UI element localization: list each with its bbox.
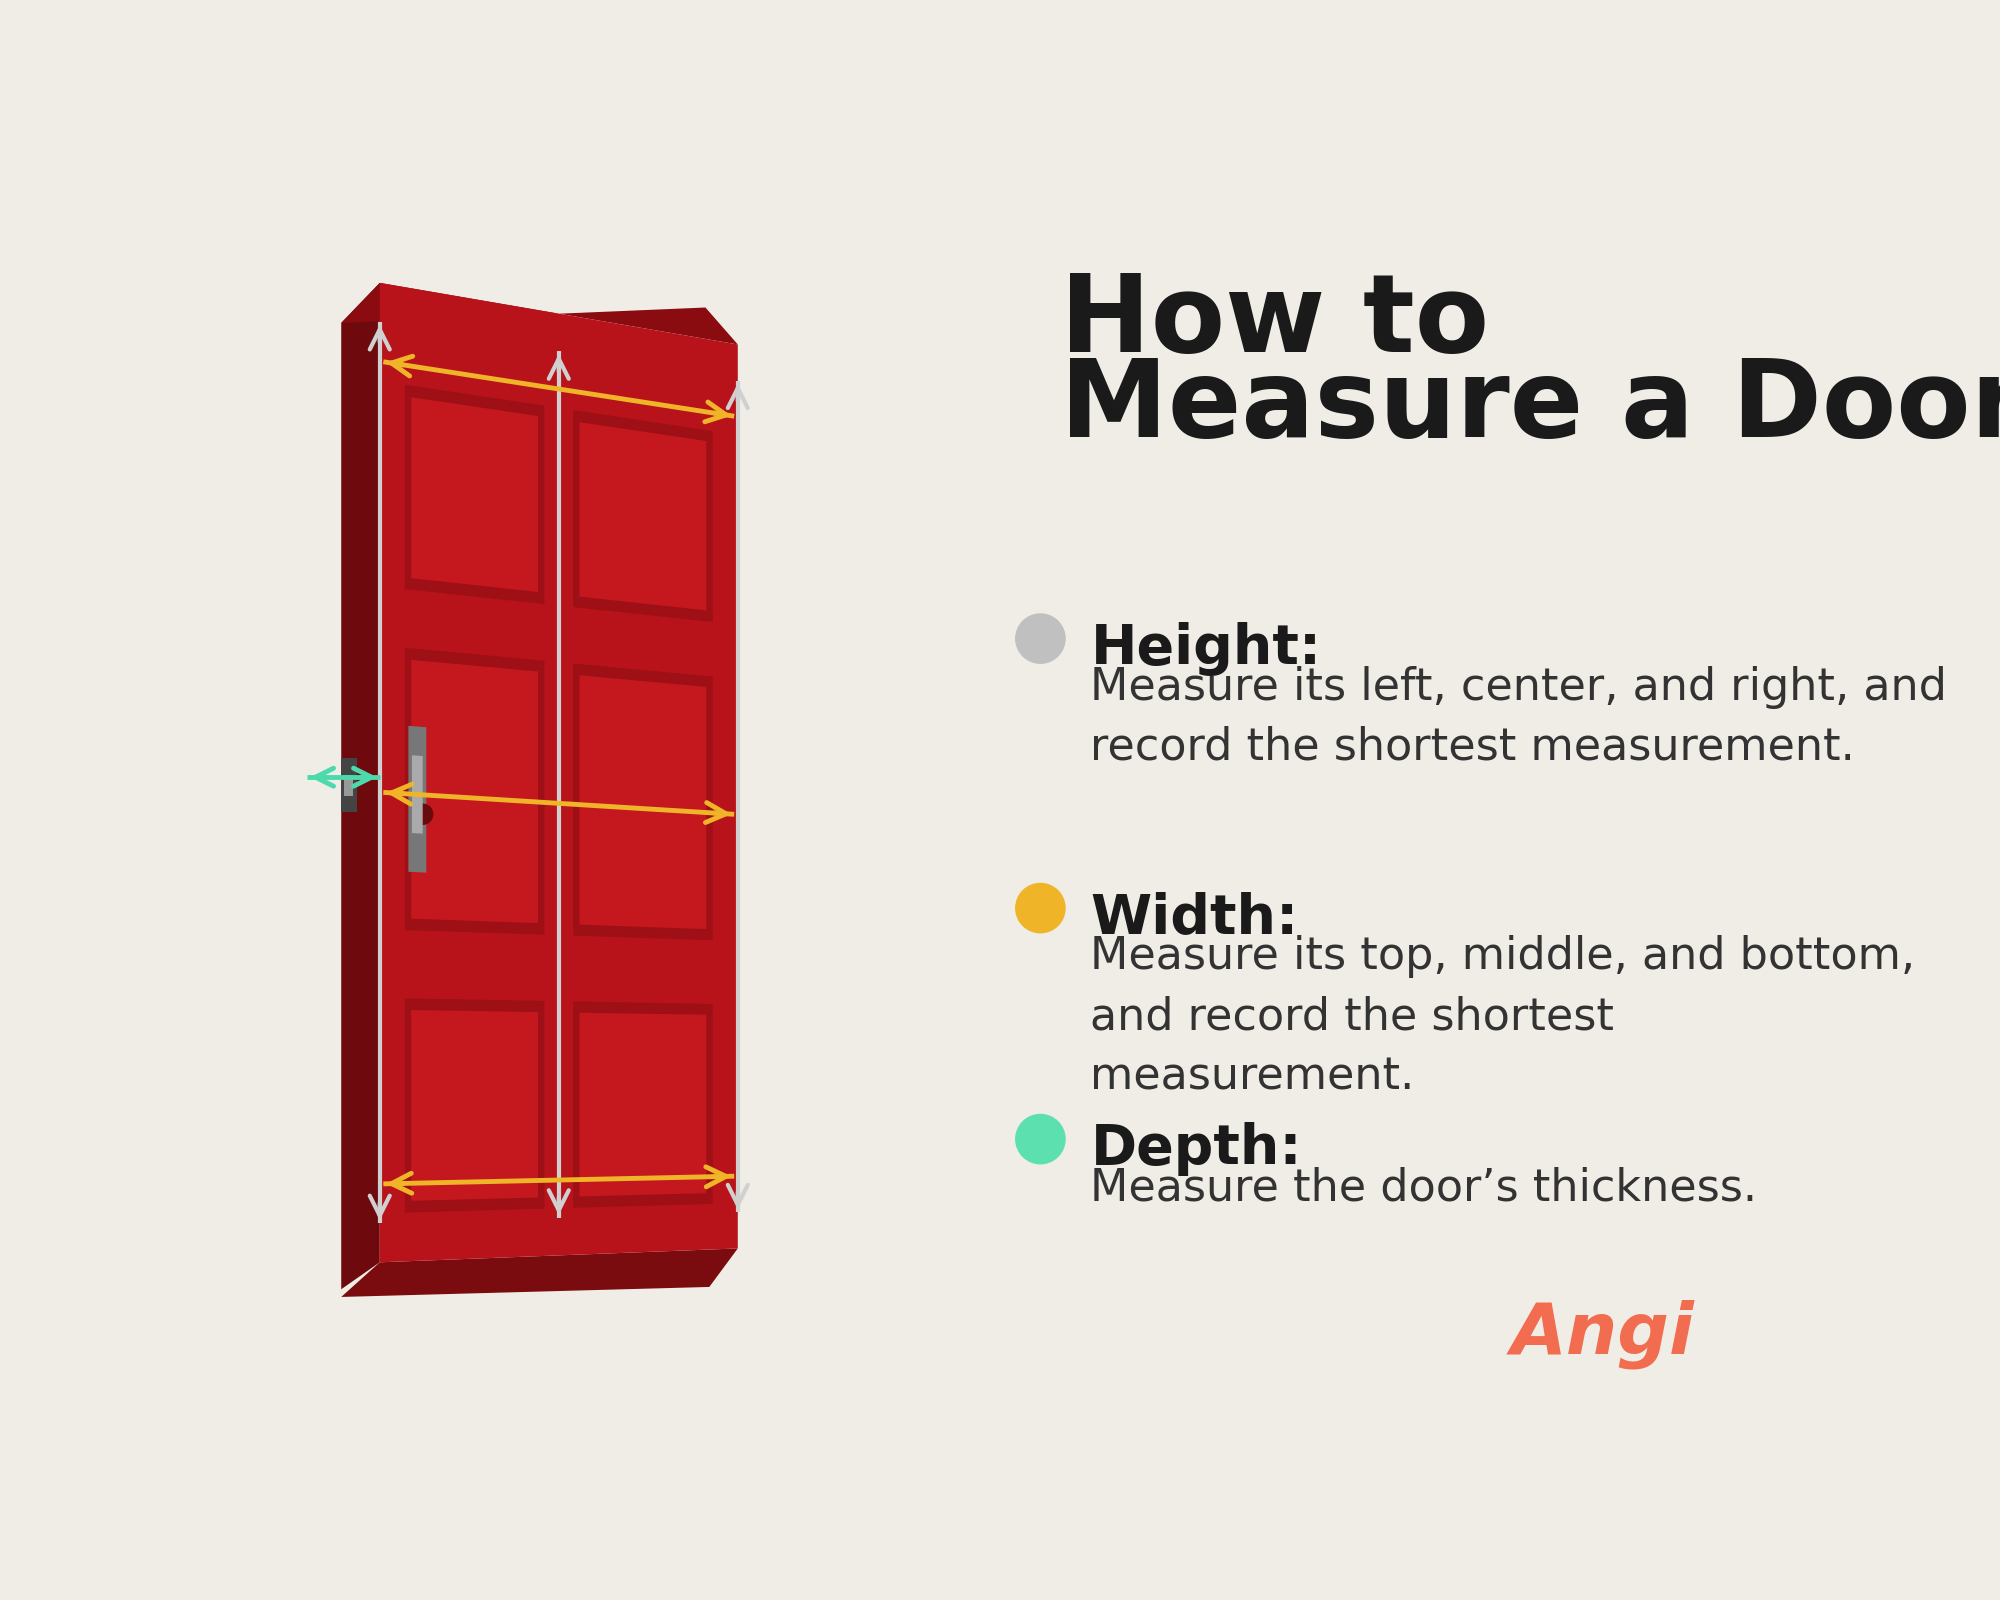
Polygon shape	[574, 1002, 712, 1208]
Polygon shape	[404, 384, 544, 605]
Text: Angi: Angi	[1512, 1299, 1694, 1368]
Polygon shape	[342, 283, 380, 1290]
Bar	[342, 758, 356, 811]
Polygon shape	[404, 998, 544, 1213]
Text: Height:: Height:	[1090, 622, 1322, 675]
Text: Width:: Width:	[1090, 891, 1298, 946]
Text: How to: How to	[1060, 269, 1488, 374]
Text: Measure a Door: Measure a Door	[1060, 354, 2000, 459]
Polygon shape	[574, 410, 712, 622]
Circle shape	[1016, 614, 1066, 664]
Text: Measure the door’s thickness.: Measure the door’s thickness.	[1090, 1166, 1758, 1210]
Polygon shape	[580, 675, 706, 930]
Polygon shape	[404, 648, 544, 934]
Circle shape	[1016, 883, 1066, 933]
Bar	[344, 774, 352, 797]
Text: Measure its top, middle, and bottom,
and record the shortest
measurement.: Measure its top, middle, and bottom, and…	[1090, 934, 1916, 1098]
Polygon shape	[380, 283, 738, 1262]
Polygon shape	[342, 1248, 738, 1298]
Text: Depth:: Depth:	[1090, 1122, 1302, 1176]
Text: Measure its left, center, and right, and
record the shortest measurement.: Measure its left, center, and right, and…	[1090, 666, 1948, 768]
Polygon shape	[412, 397, 538, 592]
Circle shape	[1016, 1115, 1066, 1163]
Circle shape	[412, 805, 432, 824]
Polygon shape	[408, 726, 426, 872]
Polygon shape	[412, 659, 538, 923]
Polygon shape	[580, 422, 706, 611]
Polygon shape	[580, 1013, 706, 1197]
Polygon shape	[574, 664, 712, 941]
Polygon shape	[412, 1010, 538, 1200]
Polygon shape	[412, 755, 422, 834]
Polygon shape	[342, 283, 738, 344]
